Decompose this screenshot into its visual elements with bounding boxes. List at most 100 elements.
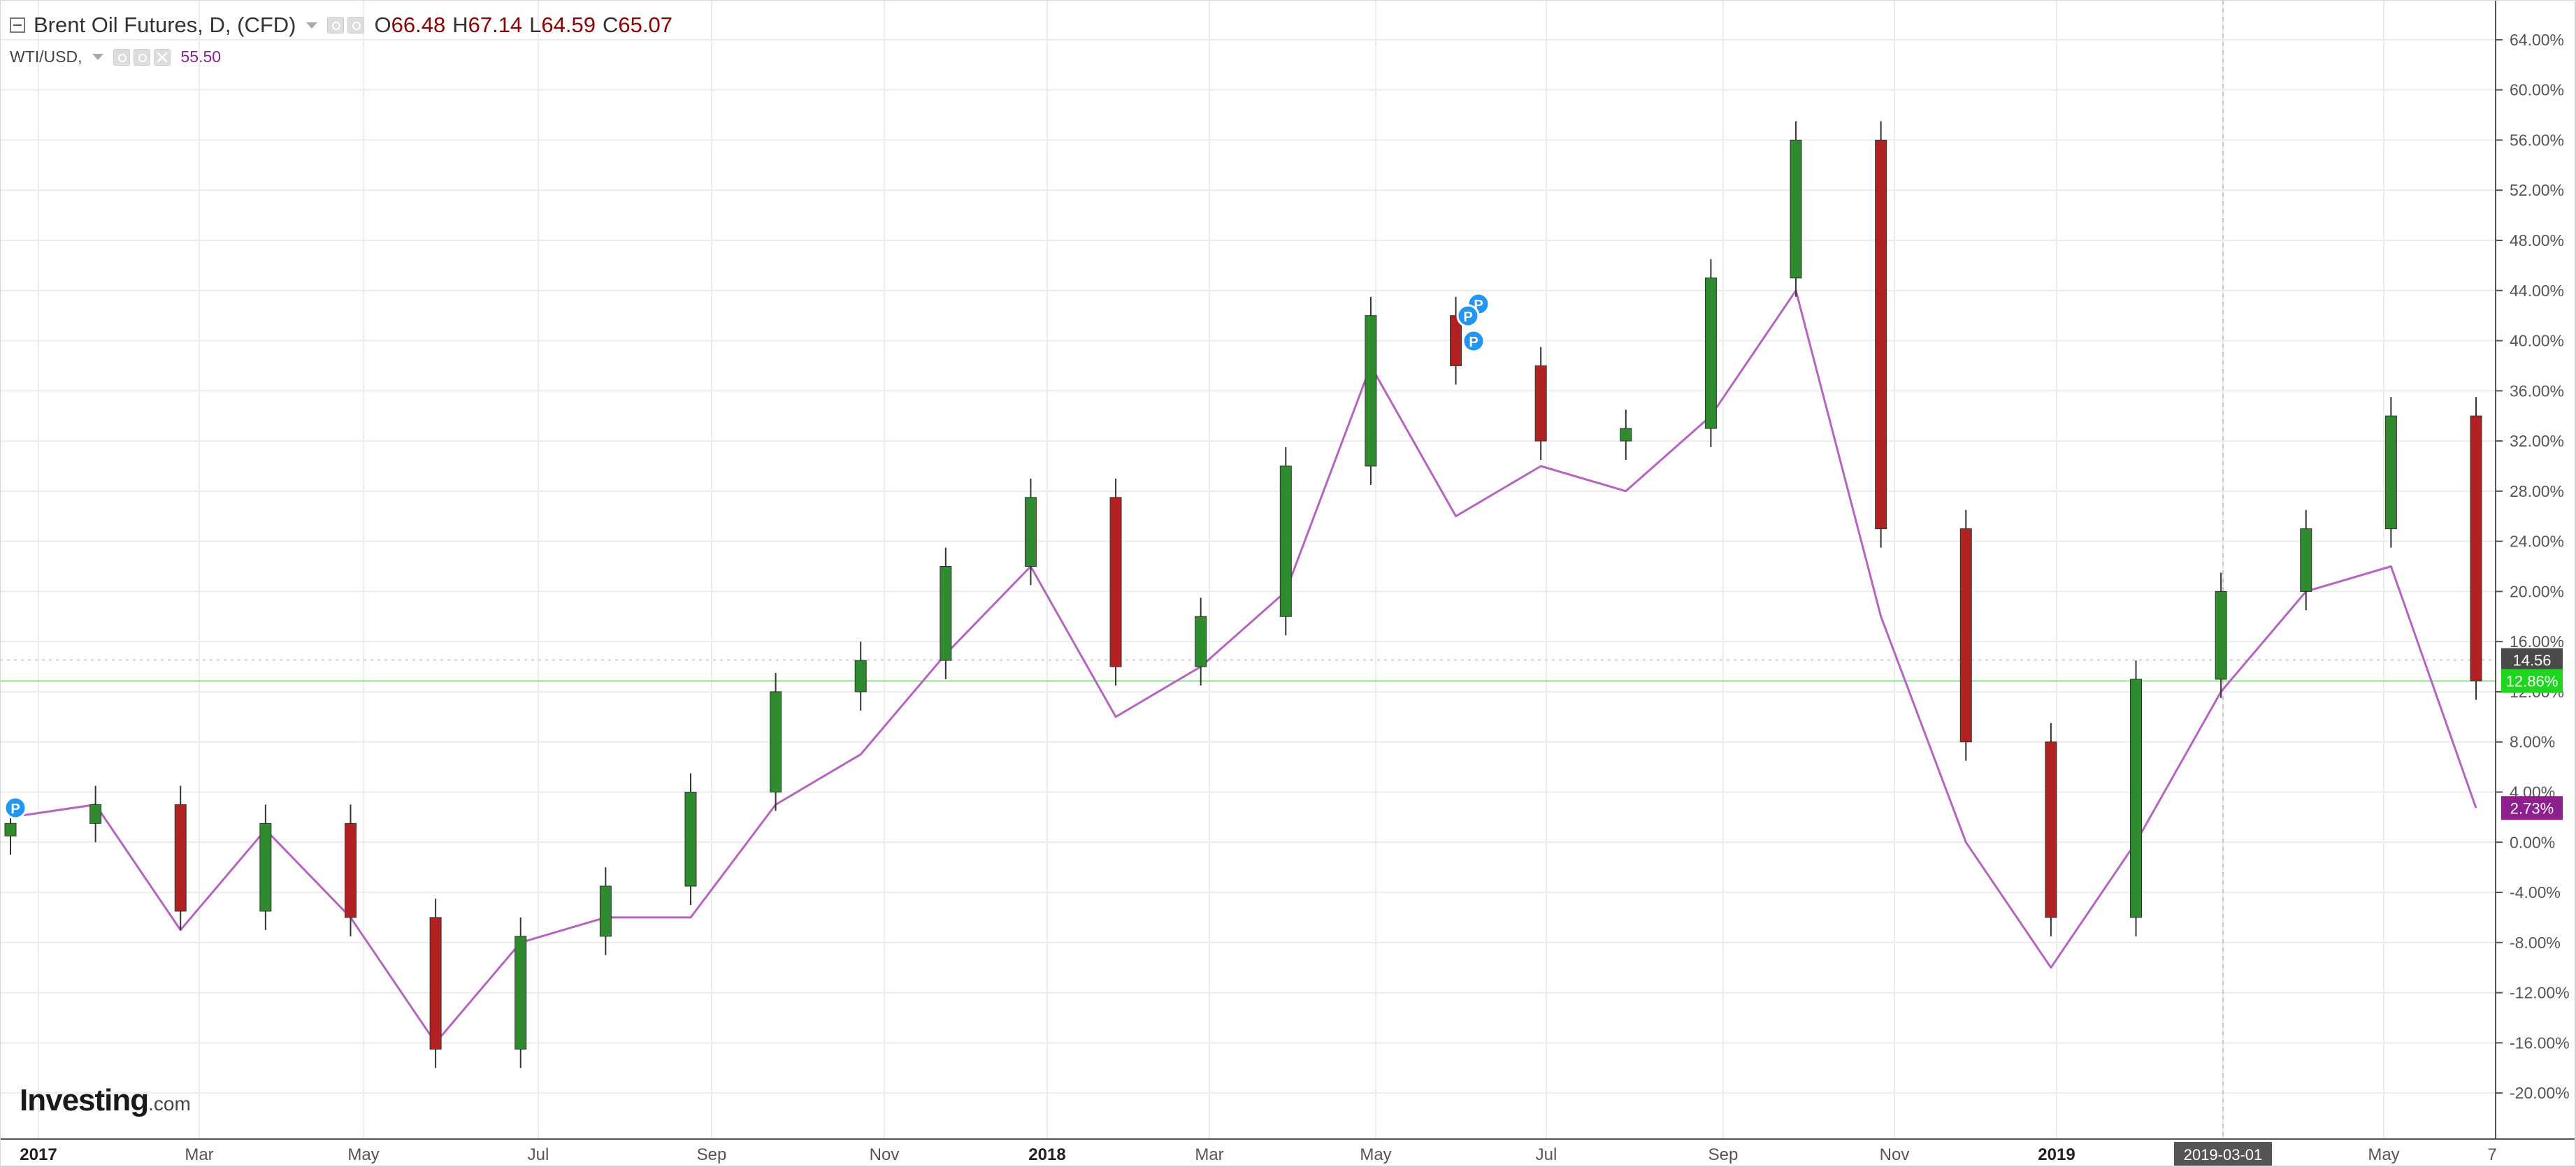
event-marker bbox=[1456, 304, 1480, 328]
event-marker-label: P bbox=[10, 802, 20, 817]
brent-candle bbox=[515, 936, 527, 1050]
compare-series-title: WTI/USD, bbox=[10, 48, 82, 66]
high-value: 67.14 bbox=[468, 13, 523, 37]
event-marker-label: P bbox=[1463, 310, 1472, 325]
compare-value: 55.50 bbox=[180, 48, 222, 66]
investing-logo: Investing.com bbox=[20, 1083, 191, 1118]
brent-candle bbox=[1959, 528, 1972, 743]
x-tick-label: Nov bbox=[1880, 1145, 1910, 1164]
brent-candle bbox=[599, 885, 612, 937]
x-tick-label: May bbox=[347, 1145, 379, 1164]
x-tick-label: Jul bbox=[528, 1145, 549, 1164]
high-label: H bbox=[452, 13, 468, 37]
x-tick-label: Nov bbox=[870, 1145, 900, 1164]
brent-change-badge-label: 12.86% bbox=[2506, 673, 2559, 690]
brent-candle bbox=[1790, 139, 1802, 279]
x-tick-label: 7 bbox=[2487, 1145, 2496, 1164]
brent-candle bbox=[1620, 428, 1632, 442]
brent-candle bbox=[2300, 528, 2312, 592]
date-badge-label: 2019-03-01 bbox=[2184, 1146, 2263, 1164]
x-tick-label: Jul bbox=[1536, 1145, 1557, 1164]
brent-candle bbox=[4, 822, 17, 836]
wti-change-badge-label: 2.73% bbox=[2510, 799, 2554, 817]
y-tick-label: 36.00% bbox=[2510, 382, 2564, 400]
y-tick-label: -12.00% bbox=[2510, 984, 2570, 1002]
brent-candle bbox=[174, 804, 187, 912]
brent-change-badge bbox=[2501, 669, 2563, 693]
remove-compare-icon[interactable] bbox=[153, 48, 171, 66]
low-label: L bbox=[529, 13, 542, 37]
price-badge-label: 14.56 bbox=[2512, 652, 2551, 669]
wti-series-line bbox=[10, 289, 2477, 1044]
date-badge bbox=[2174, 1142, 2272, 1166]
x-tick-label: Mar bbox=[185, 1145, 213, 1164]
x-tick-label: May bbox=[1360, 1145, 1391, 1164]
y-tick-label: -4.00% bbox=[2510, 883, 2561, 901]
logo-suffix: .com bbox=[148, 1093, 191, 1115]
series-dropdown-icon[interactable] bbox=[305, 22, 317, 29]
x-tick-label: 2017 bbox=[20, 1145, 57, 1164]
brent-candle bbox=[429, 917, 442, 1050]
brent-candle bbox=[1109, 497, 1122, 667]
main-series-legend: Brent Oil Futures, D, (CFD) O 66.48 H 67.1… bbox=[10, 13, 672, 38]
y-tick-label: 40.00% bbox=[2510, 332, 2564, 350]
close-label: C bbox=[603, 13, 619, 37]
compare-visibility-icon[interactable] bbox=[113, 48, 130, 66]
compare-dropdown-icon[interactable] bbox=[92, 54, 103, 60]
brent-candle bbox=[940, 566, 952, 661]
brent-candle bbox=[2130, 679, 2143, 918]
brent-candle bbox=[684, 791, 697, 887]
event-marker bbox=[1462, 329, 1485, 353]
collapse-legend-icon[interactable] bbox=[10, 17, 25, 33]
y-tick-label: 16.00% bbox=[2510, 632, 2564, 651]
settings-gear-icon[interactable] bbox=[347, 17, 364, 34]
brent-candle bbox=[1450, 315, 1462, 366]
y-tick-label: 52.00% bbox=[2510, 181, 2564, 199]
brent-candle bbox=[344, 822, 357, 918]
event-marker-label: P bbox=[1469, 335, 1478, 350]
brent-candle bbox=[854, 660, 867, 693]
compare-settings-icon[interactable] bbox=[133, 48, 150, 66]
brent-candle bbox=[2470, 415, 2482, 682]
brent-candle bbox=[1534, 365, 1547, 442]
y-tick-label: 44.00% bbox=[2510, 282, 2564, 300]
y-tick-label: -8.00% bbox=[2510, 934, 2561, 952]
event-marker bbox=[3, 796, 27, 820]
x-tick-label: Mar bbox=[1195, 1145, 1223, 1164]
y-tick-label: 56.00% bbox=[2510, 131, 2564, 149]
logo-name: Investing bbox=[20, 1083, 149, 1117]
y-tick-label: 28.00% bbox=[2510, 482, 2564, 500]
brent-candle bbox=[1365, 315, 1377, 467]
brent-candle bbox=[259, 822, 272, 912]
brent-candle bbox=[1279, 465, 1292, 617]
brent-candle bbox=[89, 804, 102, 824]
y-tick-label: 64.00% bbox=[2510, 31, 2564, 49]
brent-candle bbox=[2045, 741, 2057, 918]
y-tick-label: 24.00% bbox=[2510, 532, 2564, 551]
x-tick-label: 2019 bbox=[2038, 1145, 2075, 1164]
brent-candle bbox=[2384, 415, 2397, 530]
open-value: 66.48 bbox=[391, 13, 446, 37]
y-tick-label: 0.00% bbox=[2510, 833, 2555, 851]
brent-candle bbox=[770, 691, 782, 792]
y-tick-label: -16.00% bbox=[2510, 1034, 2570, 1052]
brent-candle bbox=[1875, 139, 1887, 530]
visibility-toggle-icon[interactable] bbox=[326, 17, 344, 34]
brent-candle bbox=[2215, 590, 2227, 680]
x-tick-label: 2018 bbox=[1028, 1145, 1065, 1164]
brent-candle bbox=[1704, 277, 1717, 429]
close-value: 65.07 bbox=[618, 13, 672, 37]
x-tick-label: May bbox=[2368, 1145, 2399, 1164]
brent-candle bbox=[1195, 616, 1207, 667]
price-badge bbox=[2501, 648, 2563, 672]
brent-candle bbox=[1024, 497, 1037, 567]
y-tick-label: 20.00% bbox=[2510, 582, 2564, 600]
y-tick-label: 32.00% bbox=[2510, 432, 2564, 450]
x-tick-label: Sep bbox=[697, 1145, 727, 1164]
wti-change-badge bbox=[2501, 796, 2563, 820]
y-tick-label: -20.00% bbox=[2510, 1084, 2570, 1102]
low-value: 64.59 bbox=[541, 13, 596, 37]
